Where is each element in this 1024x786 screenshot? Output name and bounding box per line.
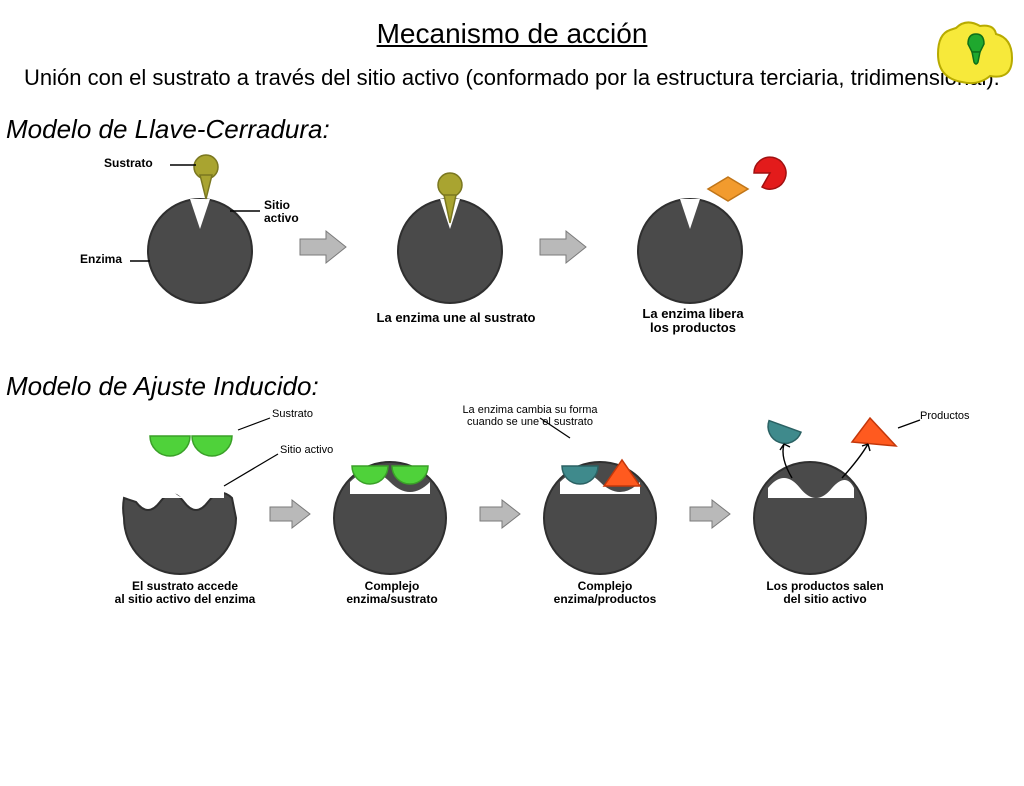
m2-caption-step1: El sustrato accede al sitio activo del e…	[100, 580, 270, 608]
model2-diagram: Sustrato Sitio activo La enzima cambia s…	[100, 408, 980, 638]
m2-label-productos: Productos	[920, 410, 970, 422]
m1-label-sitio-activo: Sitio activo	[264, 199, 299, 225]
m2-caption-step4: Los productos salen del sitio activo	[740, 580, 910, 608]
m1-caption-step2: La enzima une al sustrato	[366, 311, 546, 326]
m1-label-enzima: Enzima	[80, 253, 122, 266]
m2-label-sitio-activo: Sitio activo	[280, 444, 333, 456]
m2-label-change: La enzima cambia su forma cuando se une …	[430, 404, 630, 428]
corner-enzyme-icon	[932, 20, 1018, 92]
model2-heading: Modelo de Ajuste Inducido:	[6, 371, 1024, 402]
page-title: Mecanismo de acción	[0, 18, 1024, 50]
intro-text: Unión con el sustrato a través del sitio…	[24, 64, 1000, 92]
m2-caption-step3: Complejo enzima/productos	[530, 580, 680, 608]
model1-diagram: Sustrato Sitio activo Enzima La enzima u…	[110, 151, 890, 361]
m1-label-sustrato: Sustrato	[104, 157, 153, 170]
model1-heading: Modelo de Llave-Cerradura:	[6, 114, 1024, 145]
m1-caption-step3: La enzima libera los productos	[608, 307, 778, 337]
m2-caption-step2: Complejo enzima/sustrato	[322, 580, 462, 608]
m2-label-sustrato: Sustrato	[272, 408, 313, 420]
